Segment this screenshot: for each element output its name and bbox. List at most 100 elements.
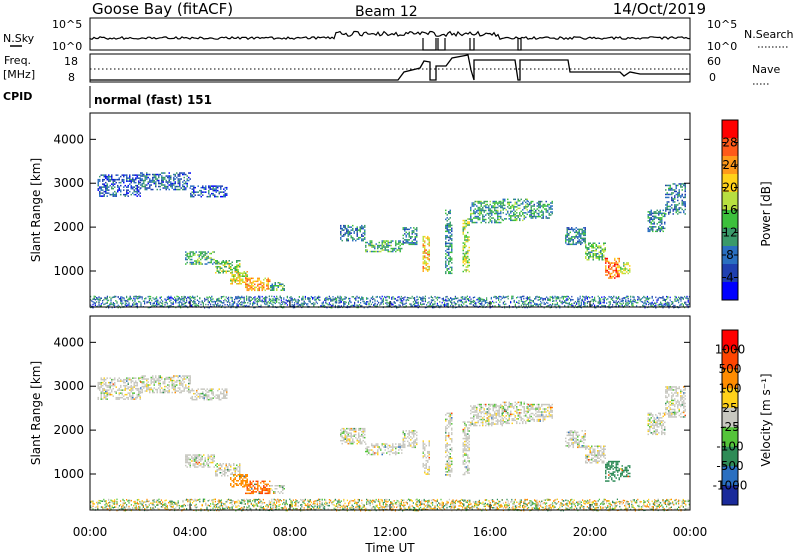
data-cell <box>144 185 146 188</box>
data-cell <box>114 378 116 381</box>
noise-cell <box>226 304 228 306</box>
data-cell <box>491 205 493 207</box>
data-cell <box>200 195 202 198</box>
data-cell <box>609 265 611 267</box>
data-cell <box>399 244 401 247</box>
noise-cell <box>532 300 534 302</box>
data-cell <box>507 212 509 214</box>
noise-cell <box>166 303 168 305</box>
noise-cell <box>582 300 584 302</box>
data-cell <box>495 221 497 224</box>
data-cell <box>130 378 132 381</box>
noise-cell <box>603 299 605 301</box>
data-cell <box>594 250 596 252</box>
noise-cell <box>474 296 476 298</box>
data-cell <box>592 245 594 247</box>
data-cell <box>514 213 516 216</box>
data-cell <box>120 392 122 394</box>
noise-cell <box>253 297 255 299</box>
noise-cell <box>680 300 682 302</box>
noise-cell <box>606 302 608 304</box>
noise-cell <box>646 295 648 298</box>
data-cell <box>254 288 256 290</box>
data-cell <box>139 395 141 397</box>
noise-cell <box>624 297 626 300</box>
noise-cell <box>386 305 388 308</box>
noise-cell <box>478 296 480 299</box>
data-cell <box>273 288 275 290</box>
noise-cell <box>513 300 515 302</box>
data-cell <box>669 187 671 190</box>
data-cell <box>103 393 105 396</box>
noise-cell <box>626 304 628 307</box>
noise-cell <box>268 298 270 300</box>
noise-cell <box>568 297 570 299</box>
data-cell <box>398 243 400 245</box>
data-cell <box>479 200 481 203</box>
noise-cell <box>156 303 158 306</box>
power-colorbar-label: Power [dB] <box>759 181 773 246</box>
data-cell <box>117 396 119 399</box>
data-cell <box>267 283 269 286</box>
noise-cell <box>579 295 581 298</box>
noise-cell <box>643 302 645 304</box>
noise-cell <box>444 299 446 302</box>
data-cell <box>672 208 674 211</box>
data-cell <box>624 269 626 272</box>
data-cell <box>652 223 654 225</box>
noise-cell <box>139 301 141 303</box>
data-cell <box>103 392 105 394</box>
data-cell <box>678 190 680 193</box>
noise-cell <box>566 302 568 305</box>
noise-cell <box>466 298 468 300</box>
data-cell <box>149 391 151 394</box>
data-cell <box>652 212 654 215</box>
data-cell <box>106 184 108 187</box>
data-cell <box>269 280 271 283</box>
noise-cell <box>180 305 182 307</box>
data-cell <box>395 244 397 247</box>
noise-cell <box>474 305 476 307</box>
noise-cell <box>204 300 206 302</box>
data-cell <box>381 247 383 250</box>
data-cell <box>201 251 203 253</box>
data-cell <box>497 212 499 215</box>
data-cell <box>445 212 447 215</box>
noise-cell <box>571 303 573 305</box>
noise-cell <box>312 296 314 299</box>
noise-cell <box>272 299 274 302</box>
noise-cell <box>559 307 561 309</box>
data-cell <box>578 236 580 238</box>
data-cell <box>483 205 485 207</box>
noise-cell <box>534 302 536 305</box>
data-cell <box>245 286 247 289</box>
noise-cell <box>274 297 276 300</box>
data-cell <box>476 211 478 213</box>
noise-cell <box>475 303 477 305</box>
noise-cell <box>595 306 597 309</box>
data-cell <box>462 219 464 222</box>
data-cell <box>170 175 172 177</box>
data-cell <box>609 263 611 266</box>
noise-cell <box>436 302 438 305</box>
noise-cell <box>577 298 579 301</box>
noise-cell <box>583 301 585 303</box>
noise-cell <box>604 297 606 299</box>
data-cell <box>240 275 242 277</box>
noise-cell <box>273 295 275 298</box>
data-cell <box>138 389 140 391</box>
noise-cell <box>654 305 656 307</box>
noise-cell <box>122 297 124 299</box>
noise-cell <box>482 300 484 302</box>
noise-cell <box>652 303 654 305</box>
data-cell <box>167 185 169 188</box>
data-cell <box>492 202 494 204</box>
noise-cell <box>135 303 137 305</box>
data-cell <box>583 234 585 237</box>
noise-cell <box>148 299 150 302</box>
noise-cell <box>99 305 101 308</box>
data-cell <box>652 230 654 233</box>
data-cell <box>517 198 519 201</box>
data-cell <box>218 263 220 265</box>
data-cell <box>230 272 232 274</box>
